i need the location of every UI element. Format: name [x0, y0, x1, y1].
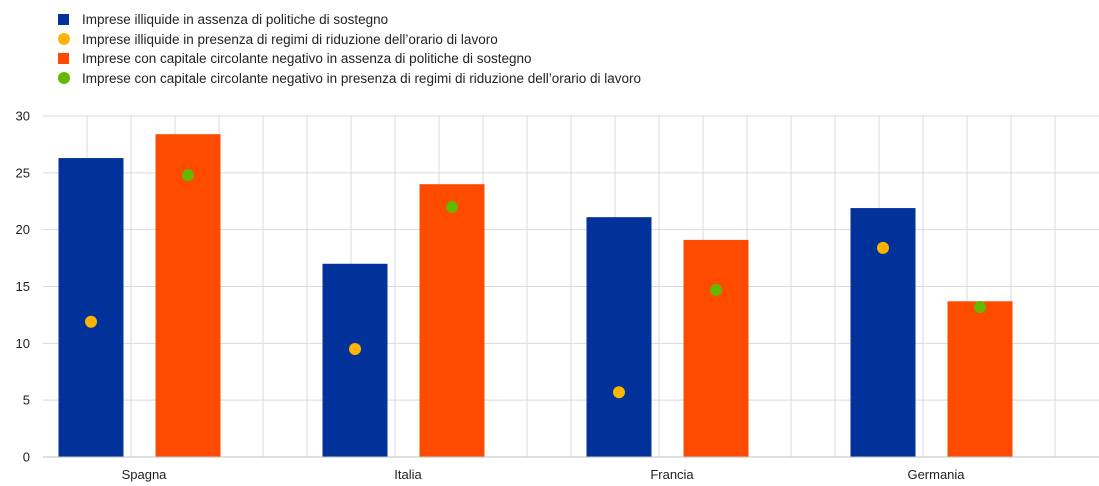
point-marker — [182, 169, 194, 182]
legend-swatch-orange — [58, 53, 69, 65]
bar — [419, 184, 485, 457]
legend-swatch-yellow — [58, 33, 70, 46]
x-category-label: Spagna — [122, 467, 168, 482]
point-marker — [349, 343, 361, 356]
bar — [586, 217, 652, 457]
point-marker — [446, 200, 458, 213]
legend-label: Imprese con capitale circolante negativo… — [82, 51, 532, 67]
bar — [683, 239, 749, 457]
point-marker — [85, 315, 97, 328]
legend-item: Imprese con capitale circolante negativo… — [58, 49, 641, 69]
x-category-label: Germania — [907, 467, 965, 482]
y-tick-label: 5 — [23, 393, 30, 408]
y-tick-label: 10 — [16, 336, 30, 351]
legend-label: Imprese con capitale circolante negativo… — [82, 70, 642, 86]
x-category-label: Italia — [394, 467, 422, 482]
legend-swatch-blue — [58, 14, 69, 26]
legend-label: Imprese illiquide in presenza di regimi … — [82, 31, 498, 47]
legend-item: Imprese illiquide in presenza di regimi … — [58, 30, 641, 50]
legend-label: Imprese illiquide in assenza di politich… — [82, 12, 389, 28]
x-category-label: Francia — [650, 467, 694, 482]
point-marker — [710, 283, 722, 296]
chart-legend: Imprese illiquide in assenza di politich… — [58, 10, 641, 88]
legend-item: Imprese con capitale circolante negativo… — [58, 69, 641, 89]
legend-swatch-green — [58, 72, 70, 85]
point-marker — [613, 386, 625, 399]
bar — [947, 301, 1013, 457]
bar — [322, 263, 388, 457]
y-tick-label: 0 — [23, 450, 30, 465]
y-tick-label: 20 — [16, 222, 30, 237]
y-tick-label: 25 — [16, 165, 30, 180]
bar — [155, 134, 221, 458]
y-tick-label: 15 — [16, 279, 30, 294]
bar — [58, 158, 124, 457]
y-tick-label: 30 — [16, 109, 30, 124]
point-marker — [877, 241, 889, 254]
point-marker — [974, 300, 986, 313]
legend-item: Imprese illiquide in assenza di politich… — [58, 10, 641, 30]
